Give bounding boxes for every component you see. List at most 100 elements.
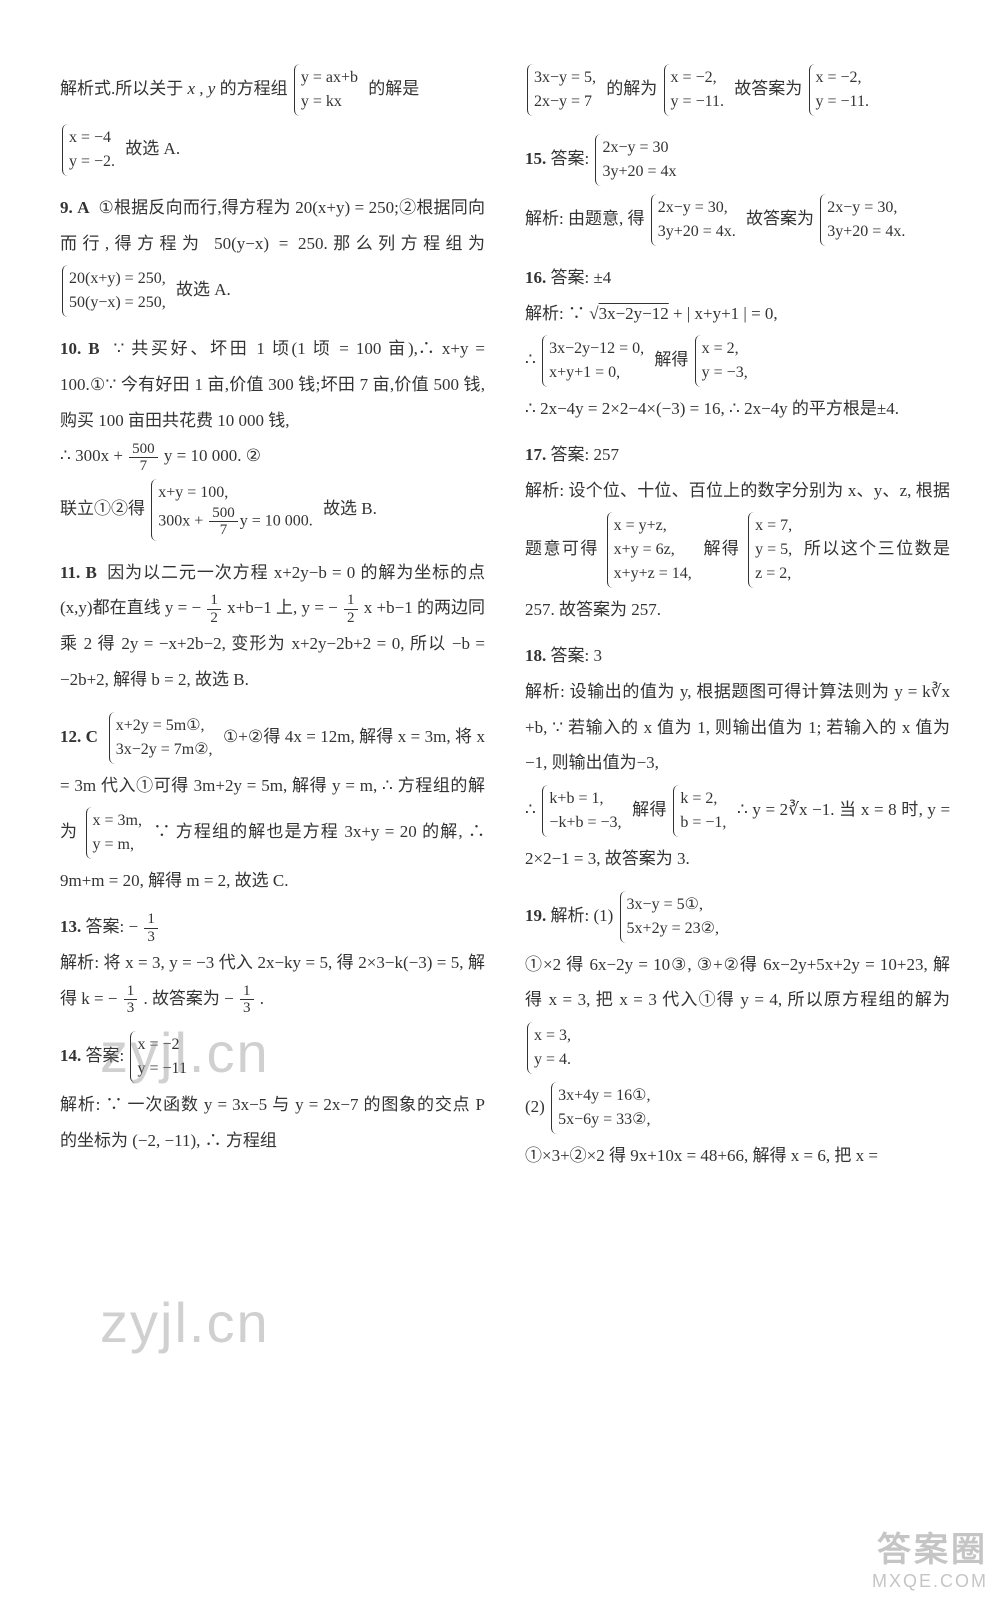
fraction: 13 <box>144 911 158 945</box>
question-number: 13. <box>60 917 81 936</box>
equation-system: x = −2, y = −11. <box>664 64 728 116</box>
equation-system: k = 2, b = −1, <box>673 785 730 837</box>
equation-system: 3x−y = 5①, 5x+2y = 23②, <box>620 891 723 943</box>
text: 故选 A. <box>125 139 180 158</box>
answer-label: 答案: <box>86 1046 125 1065</box>
fraction: 13 <box>124 983 138 1017</box>
equation-system: 2x−y = 30 3y+20 = 4x <box>595 134 680 186</box>
text: 解得 <box>654 350 688 369</box>
text: 解析: 由题意, 得 <box>525 209 644 228</box>
corner-text-1: 答案圈 <box>872 1522 988 1571</box>
text: x+b−1 上, y = − <box>227 598 338 617</box>
q10: 10. B ∵ 共买好、坏田 1 顷(1 顷 = 100 亩),∴ x+y = … <box>60 331 485 544</box>
text: ①×2 得 6x−2y = 10③, ③+②得 6x−2y+5x+2y = 10… <box>525 955 950 1010</box>
equation-system: x = 2, y = −3, <box>695 335 752 387</box>
q8-continuation: 解析式.所以关于 x , y 的方程组 y = ax+b y = kx 的解是 … <box>60 60 485 180</box>
question-number: 11. <box>60 563 80 582</box>
q12: 12. C x+2y = 5m①, 3x−2y = 7m②, ①+②得 4x =… <box>60 708 485 899</box>
corner-text-2: MXQE.COM <box>872 1571 988 1592</box>
text: +b, ∵ 若输入的 x 值为 1, 则输出值为 1; 若输入的 x 值为−1,… <box>525 718 950 773</box>
question-number: 18. <box>525 646 546 665</box>
text: 故答案为 <box>746 209 814 228</box>
text: 解析: 设输出的值为 y, 根据题图可得计算法则为 y = k <box>525 682 931 701</box>
right-column: 3x−y = 5, 2x−y = 7 的解为 x = −2, y = −11. … <box>525 60 950 1184</box>
q16: 16. 答案: ±4 解析: ∵ √3x−2y−12 + | x+y+1 | =… <box>525 260 950 427</box>
text: + | x+y+1 | = 0, <box>673 304 778 323</box>
equation-system: k+b = 1, −k+b = −3, <box>542 785 625 837</box>
question-number: 9. <box>60 198 73 217</box>
text: ∴ 2x−4y = 2×2−4×(−3) = 16, ∴ 2x−4y 的平方根是… <box>525 399 899 418</box>
equation-system: x = −2 y = −11 <box>130 1031 190 1083</box>
text: ∴ y = 2 <box>737 800 788 819</box>
page: 解析式.所以关于 x , y 的方程组 y = ax+b y = kx 的解是 … <box>0 0 1000 1224</box>
left-column: 解析式.所以关于 x , y 的方程组 y = ax+b y = kx 的解是 … <box>60 60 485 1184</box>
fraction: 13 <box>240 983 254 1017</box>
q17: 17. 答案: 257 解析: 设个位、十位、百位上的数字分别为 x、y、z, … <box>525 437 950 628</box>
equation-system: x+2y = 5m①, 3x−2y = 7m②, <box>109 712 217 764</box>
equation-system: x = 7, y = 5, z = 2, <box>748 512 796 588</box>
fraction: 5007 <box>129 441 158 475</box>
text: ①×3+②×2 得 9x+10x = 48+66, 解得 x = 6, 把 x … <box>525 1146 878 1165</box>
equation-system: 2x−y = 30, 3y+20 = 4x. <box>651 194 740 246</box>
text: . 故答案为 − <box>143 989 233 1008</box>
answer-label: 答案: ±4 <box>551 268 612 287</box>
text: 解析: ∵ <box>525 304 589 323</box>
text: 的解是 <box>368 79 419 98</box>
equation-system: 3x−y = 5, 2x−y = 7 <box>527 64 600 116</box>
question-number: 17. <box>525 445 546 464</box>
equation-system: 20(x+y) = 250, 50(y−x) = 250, <box>62 265 170 317</box>
text: 的方程组 <box>215 79 287 98</box>
answer-label: 答案: 257 <box>551 445 619 464</box>
q9: 9. A ①根据反向而行,得方程为 20(x+y) = 250;②根据同向而行,… <box>60 190 485 321</box>
text: 联立①②得 <box>60 498 145 517</box>
answer-label: 答案: − <box>86 917 139 936</box>
fraction: 12 <box>207 592 221 626</box>
question-number: 19. <box>525 905 546 924</box>
q19: 19. 解析: (1) 3x−y = 5①, 5x+2y = 23②, ①×2 … <box>525 887 950 1174</box>
text: y = 10 000. ② <box>164 446 261 465</box>
equation-system: x = −4 y = −2. <box>62 124 119 176</box>
equation-system: 3x−2y−12 = 0, x+y+1 = 0, <box>542 335 648 387</box>
text: ∴ <box>525 800 536 819</box>
text: 解析: ∵ 一次函数 y = 3x−5 与 y = 2x−7 的图象的交点 P … <box>60 1095 485 1150</box>
answer-letter: B <box>86 563 97 582</box>
text: 故答案为 <box>734 79 802 98</box>
question-number: 14. <box>60 1046 81 1065</box>
text: ∵ 共买好、坏田 1 顷(1 顷 = 100 亩),∴ x+y = 100.①∵… <box>60 339 485 429</box>
text: 解析: (1) <box>551 905 614 924</box>
text: 解得 <box>632 800 667 819</box>
answer-letter: C <box>86 727 98 746</box>
q14-continuation: 3x−y = 5, 2x−y = 7 的解为 x = −2, y = −11. … <box>525 60 950 120</box>
answer-letter: A <box>77 198 89 217</box>
text: 故选 B. <box>323 498 377 517</box>
question-number: 10. <box>60 339 81 358</box>
question-number: 12. <box>60 727 81 746</box>
text: 解析式.所以关于 <box>60 79 188 98</box>
watermark: zyjl.cn <box>100 1290 270 1355</box>
equation-system: x = −2, y = −11. <box>809 64 873 116</box>
text: (2) <box>525 1097 545 1116</box>
q11: 11. B 因为以二元一次方程 x+2y−b = 0 的解为坐标的点(x,y)都… <box>60 555 485 698</box>
equation-system: x = y+z, x+y = 6z, x+y+z = 14, <box>607 512 696 588</box>
text: . <box>260 989 264 1008</box>
answer-letter: B <box>88 339 99 358</box>
text: 解得 <box>703 539 740 558</box>
text: ∴ 300x + <box>60 446 127 465</box>
fraction: 12 <box>344 592 358 626</box>
equation-system: x = 3, y = 4. <box>527 1022 575 1074</box>
q18: 18. 答案: 3 解析: 设输出的值为 y, 根据题图可得计算法则为 y = … <box>525 638 950 876</box>
text: 的解为 <box>606 79 657 98</box>
text: 故选 A. <box>176 280 231 299</box>
answer-label: 答案: 3 <box>551 646 602 665</box>
equation-system: y = ax+b y = kx <box>294 64 362 116</box>
q14: 14. 答案: x = −2 y = −11 解析: ∵ 一次函数 y = 3x… <box>60 1027 485 1158</box>
text: ∴ <box>525 350 536 369</box>
equation-system: 2x−y = 30, 3y+20 = 4x. <box>820 194 909 246</box>
text: ①根据反向而行,得方程为 20(x+y) = 250;②根据同向而行,得方程为 … <box>60 198 485 253</box>
corner-watermark: 答案圈 MXQE.COM <box>872 1522 988 1592</box>
q15: 15. 答案: 2x−y = 30 3y+20 = 4x 解析: 由题意, 得 … <box>525 130 950 250</box>
q13: 13. 答案: − 13 解析: 将 x = 3, y = −3 代入 2x−k… <box>60 909 485 1017</box>
equation-system: x+y = 100, 300x + 5007y = 10 000. <box>151 479 317 541</box>
question-number: 16. <box>525 268 546 287</box>
answer-label: 答案: <box>551 149 590 168</box>
